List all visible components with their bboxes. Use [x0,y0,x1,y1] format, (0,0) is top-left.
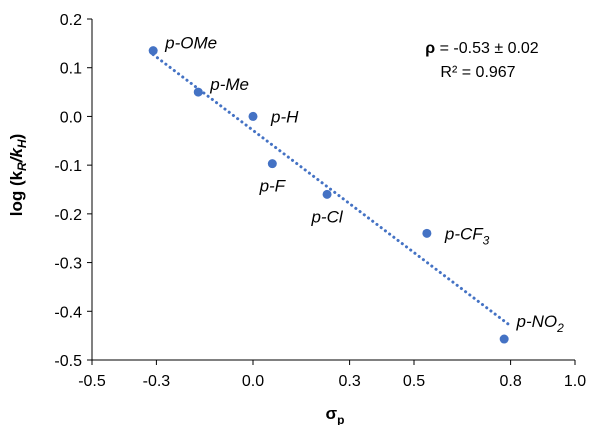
x-tick-label: 0.0 [242,373,264,390]
y-axis-ticks: 0.2 0.1 0.0 -0.1 -0.2 -0.3 -0.4 -0.5 [54,12,92,370]
x-tick-label: 1.0 [564,373,586,390]
data-point [323,190,332,199]
point-label: p-Cl [310,207,343,226]
r-squared-annotation: R² = 0.967 [440,64,515,81]
data-point [249,112,258,121]
point-label: p-OMe [164,34,217,53]
x-axis-title: σp [326,404,345,425]
x-tick-label: -0.5 [78,373,106,390]
data-points [149,46,509,343]
trendline-line [153,55,510,326]
data-point [268,159,277,168]
point-label: p-Me [209,75,249,94]
y-axis-title: log (kR/kH) [7,134,29,217]
data-point [500,335,509,344]
y-tick-label: -0.5 [54,353,82,370]
y-tick-label: 0.0 [60,109,82,126]
x-tick-label: -0.3 [143,373,171,390]
y-tick-label: -0.3 [54,256,82,273]
point-label: p-H [270,107,299,126]
x-axis-ticks: -0.5 -0.3 0.0 0.3 0.5 0.8 1.0 [78,360,586,390]
y-tick-label: -0.2 [54,207,82,224]
data-point [194,88,203,97]
y-tick-label: 0.1 [60,61,82,78]
point-label: p-NO2 [516,312,565,335]
trendline [153,55,510,326]
x-tick-label: 0.8 [499,373,521,390]
data-point [149,46,158,55]
x-tick-label: 0.5 [403,373,425,390]
y-tick-label: 0.2 [60,12,82,29]
y-tick-label: -0.4 [54,304,82,321]
y-tick-label: -0.1 [54,158,82,175]
x-tick-label: 0.3 [338,373,360,390]
point-label: p-CF3 [444,224,490,247]
point-label: p-F [259,177,287,196]
rho-annotation: ρ = -0.53 ± 0.02 [425,40,539,57]
data-point [422,229,431,238]
